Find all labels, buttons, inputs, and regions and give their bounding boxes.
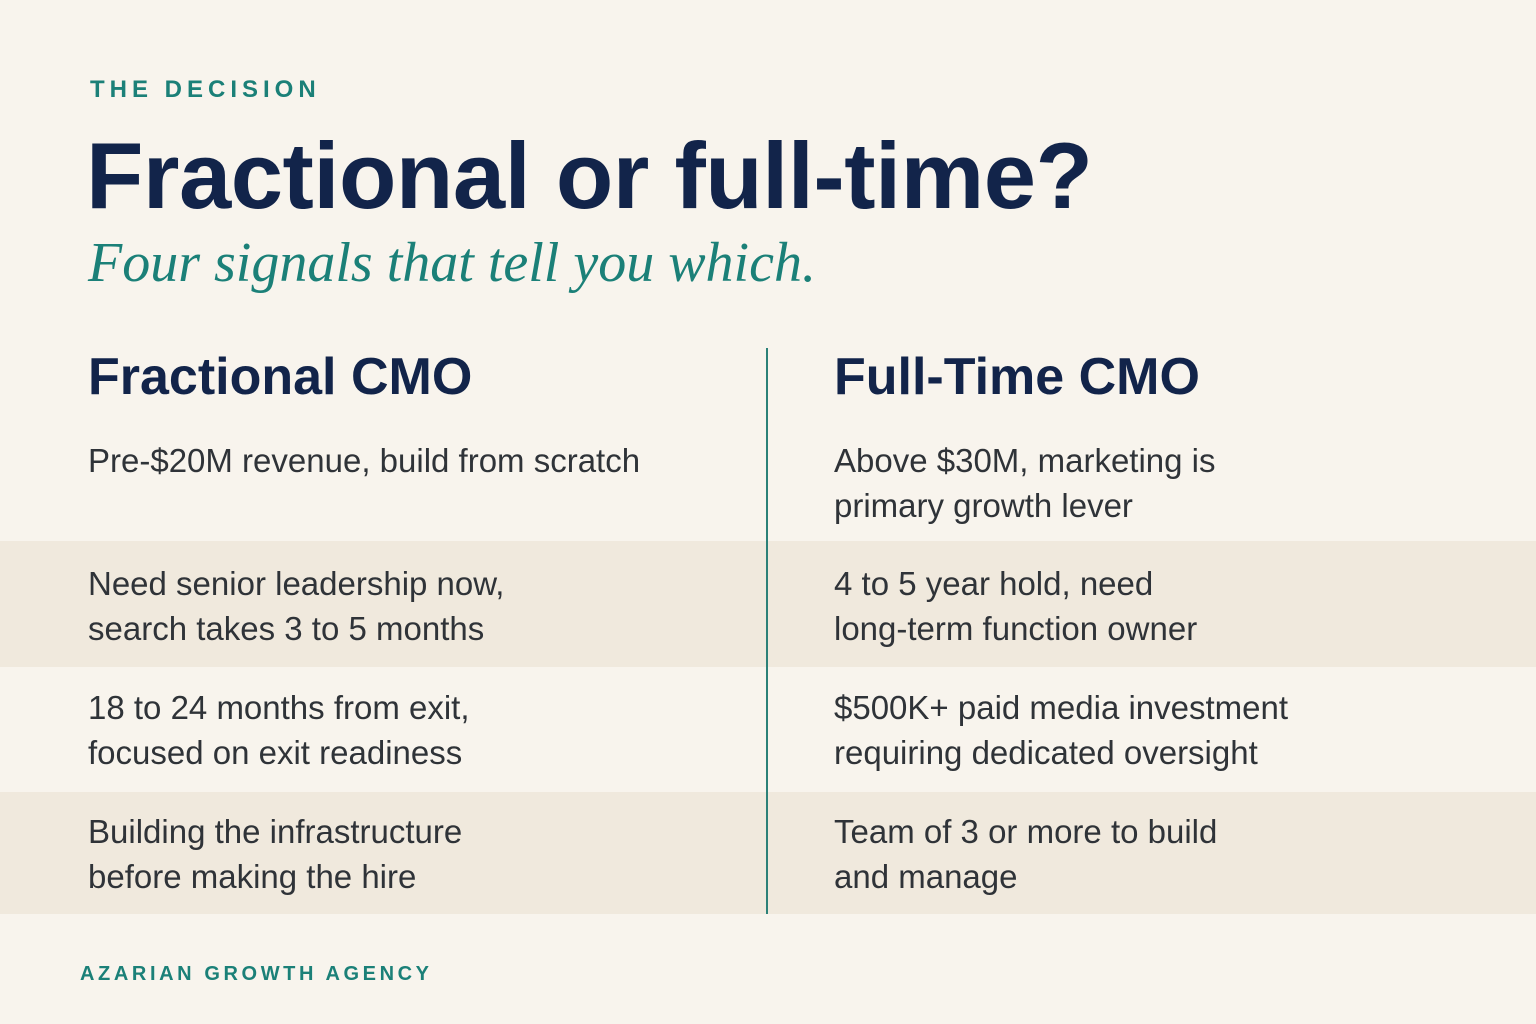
fractional-signal-1: Pre-$20M revenue, build from scratch	[88, 442, 641, 479]
fractional-signal-2: Need senior leadership now, search takes…	[88, 565, 505, 647]
column-divider	[766, 348, 768, 914]
row-band-4	[0, 792, 1536, 914]
full-time-signal-4: Team of 3 or more to build and manage	[834, 813, 1218, 895]
full-time-signal-1: Above $30M, marketing is primary growth …	[834, 442, 1216, 524]
full-time-signal-2: 4 to 5 year hold, need long-term functio…	[834, 565, 1198, 647]
page-title: Fractional or full-time?	[86, 123, 1093, 228]
row-band-2	[0, 541, 1536, 667]
full-time-cmo-heading: Full-Time CMO	[834, 348, 1200, 406]
brand-wordmark: AZARIAN GROWTH AGENCY	[80, 963, 433, 985]
fractional-signal-3: 18 to 24 months from exit, focused on ex…	[88, 689, 470, 771]
page-subtitle: Four signals that tell you which.	[88, 232, 816, 294]
fractional-cmo-heading: Fractional CMO	[88, 348, 473, 406]
full-time-signal-3: $500K+ paid media investment requiring d…	[834, 689, 1289, 771]
fractional-signal-4: Building the infrastructure before makin…	[88, 813, 463, 895]
eyebrow-label: THE DECISION	[90, 76, 321, 103]
